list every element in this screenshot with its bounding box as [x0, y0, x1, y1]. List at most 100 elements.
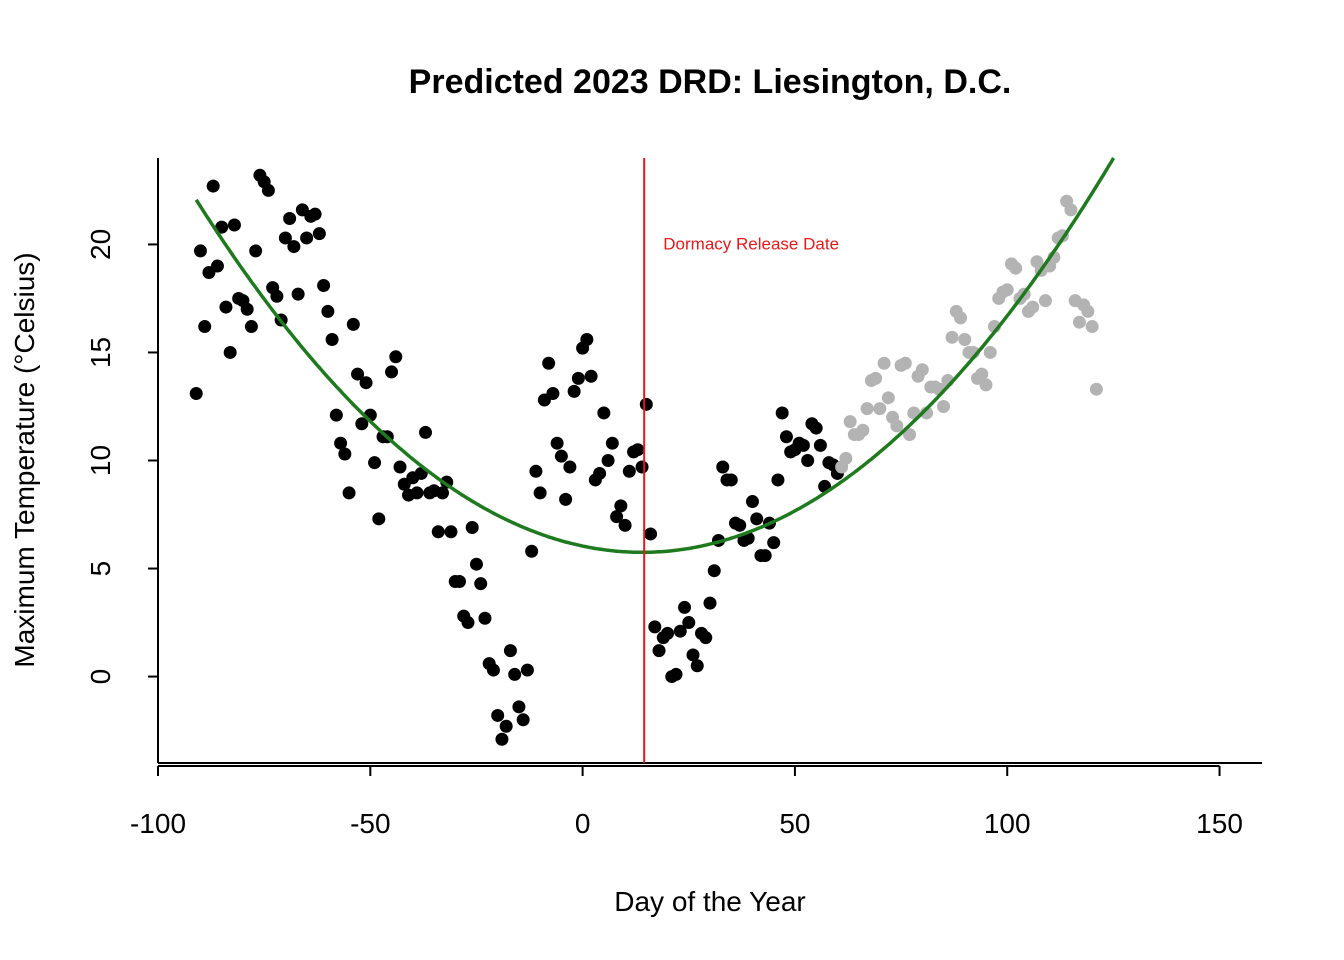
data-point — [610, 510, 624, 524]
data-point — [495, 732, 509, 746]
data-point — [601, 454, 615, 467]
data-point — [508, 667, 522, 681]
data-point — [724, 473, 738, 487]
data-point — [317, 278, 331, 292]
data-point — [474, 577, 488, 591]
data-point — [614, 499, 628, 513]
x-axis-label: Day of the Year — [614, 886, 805, 917]
data-point — [597, 406, 611, 420]
data-point — [206, 179, 220, 193]
data-point — [1089, 382, 1103, 396]
data-point — [300, 231, 314, 245]
data-point — [554, 449, 568, 463]
data-point — [801, 454, 815, 467]
data-point — [533, 486, 547, 500]
data-point — [881, 391, 895, 405]
x-tick-label: -100 — [130, 808, 186, 839]
data-point — [308, 207, 322, 221]
data-point — [745, 495, 759, 509]
data-point — [559, 492, 573, 506]
data-point — [512, 700, 526, 714]
data-point — [1009, 261, 1023, 275]
data-point — [622, 464, 636, 478]
data-point — [661, 626, 675, 640]
data-point — [499, 719, 513, 733]
data-point — [767, 536, 781, 550]
x-tick-label: -50 — [350, 808, 390, 839]
data-point — [639, 397, 653, 411]
data-point — [979, 378, 993, 392]
data-point — [546, 387, 560, 401]
data-point — [856, 423, 870, 437]
data-point — [975, 367, 989, 381]
data-point — [287, 240, 301, 254]
data-point — [431, 525, 445, 539]
data-point — [338, 447, 352, 461]
data-point — [635, 460, 649, 474]
data-point — [618, 518, 632, 532]
data-point — [890, 419, 904, 433]
data-point — [372, 512, 386, 526]
data-point — [648, 620, 662, 634]
data-point — [843, 415, 857, 429]
y-tick-label: 10 — [85, 445, 116, 476]
data-point — [215, 220, 229, 234]
x-tick-label: 100 — [984, 808, 1031, 839]
data-point — [1026, 300, 1040, 314]
data-point — [937, 399, 951, 413]
data-point — [516, 713, 530, 727]
data-point — [703, 596, 717, 610]
data-point — [644, 527, 658, 541]
data-point — [486, 663, 500, 677]
data-point — [1064, 203, 1078, 217]
data-point — [334, 436, 348, 450]
data-point — [469, 557, 483, 571]
data-point — [520, 663, 534, 677]
data-point — [669, 667, 683, 681]
data-point — [461, 616, 475, 630]
data-point — [813, 438, 827, 452]
fit-curve — [194, 157, 1116, 555]
data-point — [771, 473, 785, 487]
data-point — [571, 371, 585, 385]
data-point — [270, 289, 284, 303]
data-point — [419, 425, 433, 439]
x-tick-label: 50 — [779, 808, 810, 839]
data-point — [563, 460, 577, 474]
data-point — [1081, 304, 1095, 318]
data-point — [898, 356, 912, 370]
x-tick-label: 150 — [1196, 808, 1243, 839]
data-point — [983, 345, 997, 359]
data-point — [796, 438, 810, 452]
data-point — [244, 320, 258, 334]
data-point — [877, 356, 891, 370]
data-point — [325, 333, 339, 346]
data-point — [593, 466, 607, 480]
data-point — [707, 564, 721, 578]
data-point — [567, 384, 581, 398]
data-point — [678, 600, 692, 614]
data-point — [1038, 294, 1052, 308]
data-point — [652, 644, 666, 658]
data-point — [465, 520, 479, 534]
data-point — [873, 402, 887, 416]
data-point — [223, 345, 237, 359]
y-tick-label: 15 — [85, 337, 116, 368]
data-point — [291, 287, 305, 301]
data-point — [915, 363, 929, 377]
data-point — [435, 486, 449, 500]
data-point — [283, 212, 297, 225]
data-point — [945, 330, 959, 344]
data-point — [452, 575, 466, 588]
data-point — [198, 320, 212, 334]
data-point — [503, 644, 517, 658]
data-point — [839, 451, 853, 465]
chart-title: Predicted 2023 DRD: Liesington, D.C. — [409, 63, 1012, 101]
data-point — [775, 406, 789, 420]
data-point — [580, 333, 594, 346]
data-point — [342, 486, 356, 500]
data-point — [478, 611, 492, 625]
data-point — [958, 333, 972, 346]
data-point — [631, 443, 645, 457]
